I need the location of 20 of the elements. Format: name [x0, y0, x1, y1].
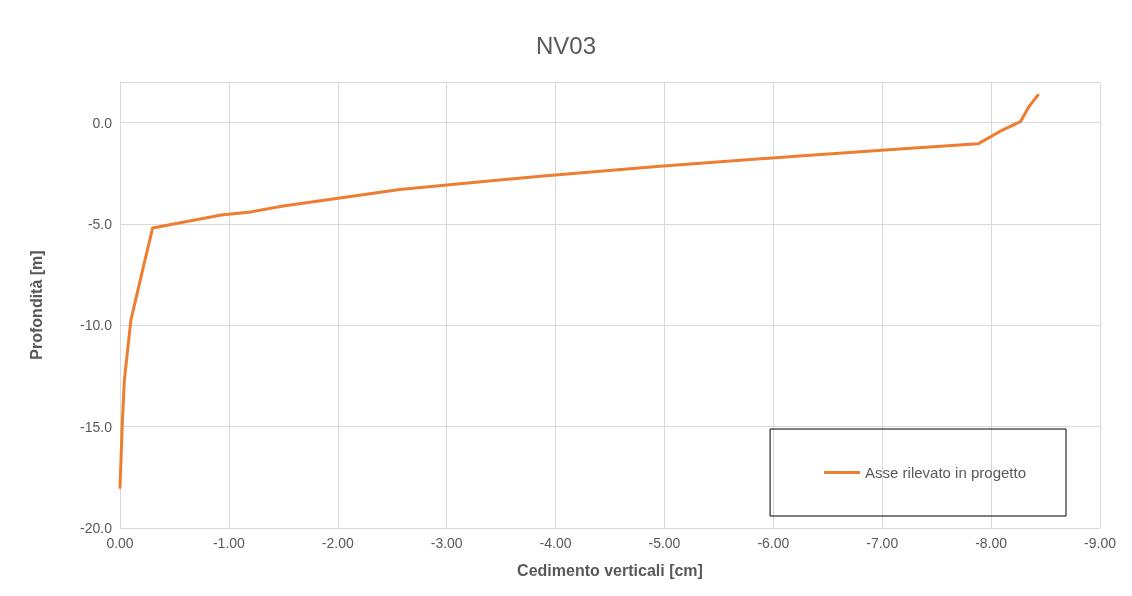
x-tick-label: -3.00 — [430, 535, 463, 551]
x-tick-label: 0.00 — [106, 535, 134, 551]
x-axis-title: Cedimento verticali [cm] — [517, 561, 703, 579]
chart-title: NV03 — [535, 31, 597, 59]
x-tick-label: -7.00 — [866, 535, 899, 551]
y-tick-label: -5.0 — [87, 215, 113, 232]
y-tick-label: -10.0 — [80, 317, 113, 334]
x-tick-label: -1.00 — [212, 535, 246, 551]
y-tick-label: 0.0 — [92, 114, 113, 131]
x-tick-label: -2.00 — [321, 535, 354, 551]
line-series — [118, 93, 1040, 489]
x-tick-label: -5.00 — [648, 535, 681, 551]
y-tick-label: -20.0 — [80, 520, 113, 536]
x-tick-label: -8.00 — [975, 535, 1008, 551]
y-axis-title: Profondità [m] — [27, 250, 45, 360]
x-tick-label: -6.00 — [757, 535, 790, 551]
x-tick-label: -9.00 — [1084, 535, 1117, 551]
y-tick-label: -15.0 — [80, 418, 113, 435]
x-tick-label: -4.00 — [539, 535, 572, 551]
legend-label: Asse rilevato in progetto — [865, 464, 1026, 481]
